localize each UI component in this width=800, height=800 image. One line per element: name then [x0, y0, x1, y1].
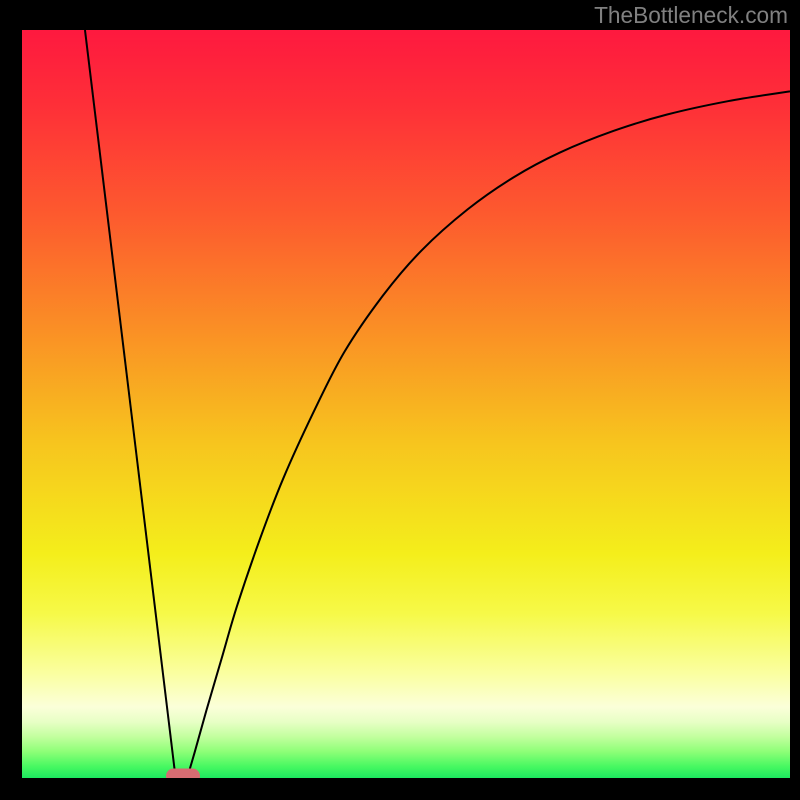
- plot-area: [22, 30, 790, 778]
- frame-right: [790, 0, 800, 800]
- frame-bottom: [0, 778, 800, 800]
- bottleneck-marker: [166, 768, 200, 778]
- watermark-text: TheBottleneck.com: [594, 2, 788, 29]
- gradient-background: [22, 30, 790, 778]
- frame-left: [0, 0, 22, 800]
